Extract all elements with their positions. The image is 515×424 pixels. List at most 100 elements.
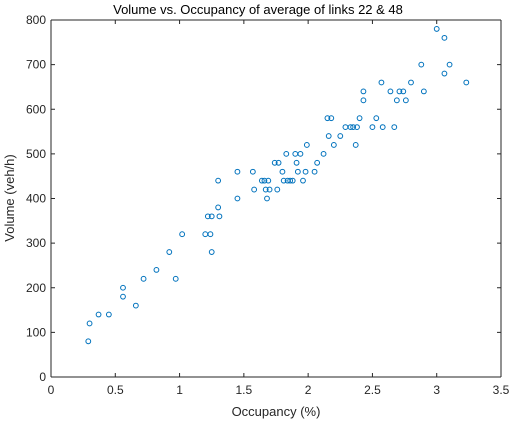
data-point xyxy=(275,159,282,166)
data-point xyxy=(354,124,360,130)
data-point xyxy=(328,115,335,122)
data-point xyxy=(215,177,222,184)
data-point xyxy=(132,302,139,309)
y-tick-label: 0 xyxy=(39,370,46,384)
data-point xyxy=(289,177,296,184)
y-tick-label: 600 xyxy=(26,102,46,116)
data-point xyxy=(234,195,241,202)
data-point xyxy=(418,61,425,68)
data-point xyxy=(302,168,309,175)
data-point xyxy=(283,150,290,157)
data-point xyxy=(274,186,281,193)
data-point xyxy=(347,124,354,130)
data-point xyxy=(249,168,256,175)
x-tick-label: 0 xyxy=(48,383,55,397)
data-point xyxy=(441,70,448,77)
data-point xyxy=(433,26,440,32)
data-point xyxy=(86,320,93,327)
data-point xyxy=(85,338,92,345)
data-point xyxy=(300,177,306,184)
y-tick-label: 700 xyxy=(26,58,46,72)
data-point xyxy=(234,168,241,175)
data-point xyxy=(258,177,265,184)
data-point xyxy=(204,213,211,220)
data-point xyxy=(396,88,403,95)
data-point xyxy=(215,204,222,211)
data-point xyxy=(208,213,215,220)
x-tick-label: 2 xyxy=(305,383,312,397)
data-point xyxy=(441,34,448,41)
data-point xyxy=(463,79,470,86)
data-point xyxy=(360,97,367,104)
data-point xyxy=(325,133,332,139)
data-point xyxy=(251,186,258,193)
data-point xyxy=(279,168,286,175)
y-tick-label: 300 xyxy=(26,236,46,250)
x-axis-label: Occupancy (%) xyxy=(232,404,321,419)
axes-layer: 0 0.5 1 1.5 2 2.5 3 3.5 0 100 200 300 400 500 600 700 80… xyxy=(26,13,510,397)
data-point xyxy=(314,159,321,166)
data-point xyxy=(324,115,331,122)
data-point xyxy=(387,88,394,95)
data-point xyxy=(172,275,179,282)
data-point xyxy=(140,275,147,282)
data-point xyxy=(153,267,160,273)
data-point xyxy=(446,61,453,68)
chart-title: Volume vs. Occupancy of average of links… xyxy=(113,2,403,17)
data-point xyxy=(311,168,318,175)
data-point xyxy=(320,150,327,157)
data-point xyxy=(391,124,398,130)
y-tick-label: 800 xyxy=(26,13,46,27)
data-point xyxy=(356,115,363,122)
data-point xyxy=(120,284,126,291)
x-tick-label: 0.5 xyxy=(107,383,124,397)
data-point xyxy=(350,124,357,130)
data-point xyxy=(216,213,223,220)
data-point xyxy=(402,97,409,104)
data-point xyxy=(378,79,385,86)
data-point xyxy=(360,88,367,95)
data-point xyxy=(287,177,294,184)
data-point xyxy=(393,97,400,104)
x-tick-label: 3.5 xyxy=(493,383,510,397)
data-point xyxy=(264,195,270,202)
data-point xyxy=(179,231,186,238)
data-point xyxy=(303,142,310,148)
data-point xyxy=(271,159,278,166)
x-tick-label: 2.5 xyxy=(364,383,381,397)
data-point xyxy=(297,150,304,157)
data-point xyxy=(408,79,414,86)
y-tick-label: 400 xyxy=(26,192,46,206)
plot-area xyxy=(51,20,501,377)
y-axis-label: Volume (veh/h) xyxy=(2,154,17,241)
data-point xyxy=(266,186,273,193)
data-point xyxy=(293,159,300,166)
x-tick-label: 1.5 xyxy=(236,383,253,397)
data-point xyxy=(120,293,126,300)
data-point xyxy=(294,168,301,175)
data-point xyxy=(95,311,102,318)
data-point xyxy=(262,186,269,193)
data-point xyxy=(105,311,112,318)
x-tick-label: 1 xyxy=(176,383,183,397)
data-point xyxy=(400,88,407,95)
data-point xyxy=(369,124,376,130)
y-tick-label: 100 xyxy=(26,325,46,339)
data-point xyxy=(265,177,272,184)
data-point xyxy=(379,124,386,130)
data-point xyxy=(352,142,359,148)
data-point xyxy=(373,115,380,122)
data-point xyxy=(337,133,344,139)
data-point xyxy=(330,142,337,148)
data-point xyxy=(420,88,427,95)
y-tick-label: 200 xyxy=(26,281,46,295)
data-point xyxy=(207,231,214,238)
data-point xyxy=(280,177,287,184)
y-tick-label: 500 xyxy=(26,147,46,161)
points-layer xyxy=(85,26,470,345)
data-point xyxy=(261,177,268,184)
x-tick-label: 3 xyxy=(433,383,440,397)
data-point xyxy=(208,249,215,255)
